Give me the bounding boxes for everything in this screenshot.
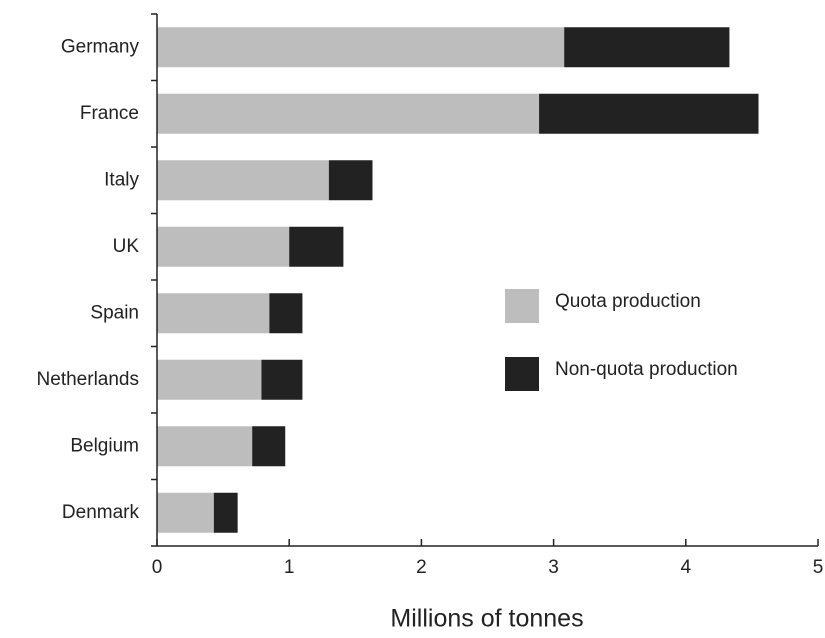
y-tick-label: Belgium bbox=[70, 435, 139, 456]
y-tick-label: Spain bbox=[90, 302, 139, 323]
bar-segment bbox=[157, 293, 270, 334]
legend-label: Non-quota production bbox=[555, 359, 738, 380]
y-tick-label: Denmark bbox=[62, 502, 140, 523]
x-axis-label: Millions of tonnes bbox=[390, 605, 583, 633]
bar-segment bbox=[157, 226, 290, 267]
x-tick-label: 4 bbox=[681, 557, 692, 578]
bar-segment bbox=[269, 293, 303, 334]
bar-segment bbox=[539, 93, 759, 134]
bar-segment bbox=[289, 226, 344, 267]
y-tick-label: Italy bbox=[104, 169, 139, 190]
bar-segment bbox=[213, 492, 238, 533]
y-tick-label: Netherlands bbox=[37, 369, 139, 390]
bar-segment bbox=[157, 93, 540, 134]
bar-segment bbox=[157, 359, 262, 400]
x-tick-label: 5 bbox=[813, 557, 824, 578]
x-tick-label: 3 bbox=[548, 557, 559, 578]
bar-segment bbox=[157, 27, 565, 68]
legend-label: Quota production bbox=[555, 291, 701, 312]
bar-segment bbox=[157, 426, 253, 467]
y-tick-label: UK bbox=[113, 236, 140, 257]
x-tick-label: 1 bbox=[284, 557, 295, 578]
bar-segment bbox=[328, 160, 373, 201]
y-tick-label: Germany bbox=[61, 36, 140, 57]
legend-swatch bbox=[505, 357, 539, 391]
bar-segment bbox=[157, 160, 329, 201]
x-tick-label: 2 bbox=[416, 557, 427, 578]
legend-swatch bbox=[505, 289, 539, 323]
bar-segment bbox=[564, 27, 730, 68]
x-tick-label: 0 bbox=[152, 557, 163, 578]
y-tick-label: France bbox=[80, 103, 139, 124]
bar-segment bbox=[157, 492, 214, 533]
bar-segment bbox=[252, 426, 286, 467]
bar-segment bbox=[261, 359, 303, 400]
